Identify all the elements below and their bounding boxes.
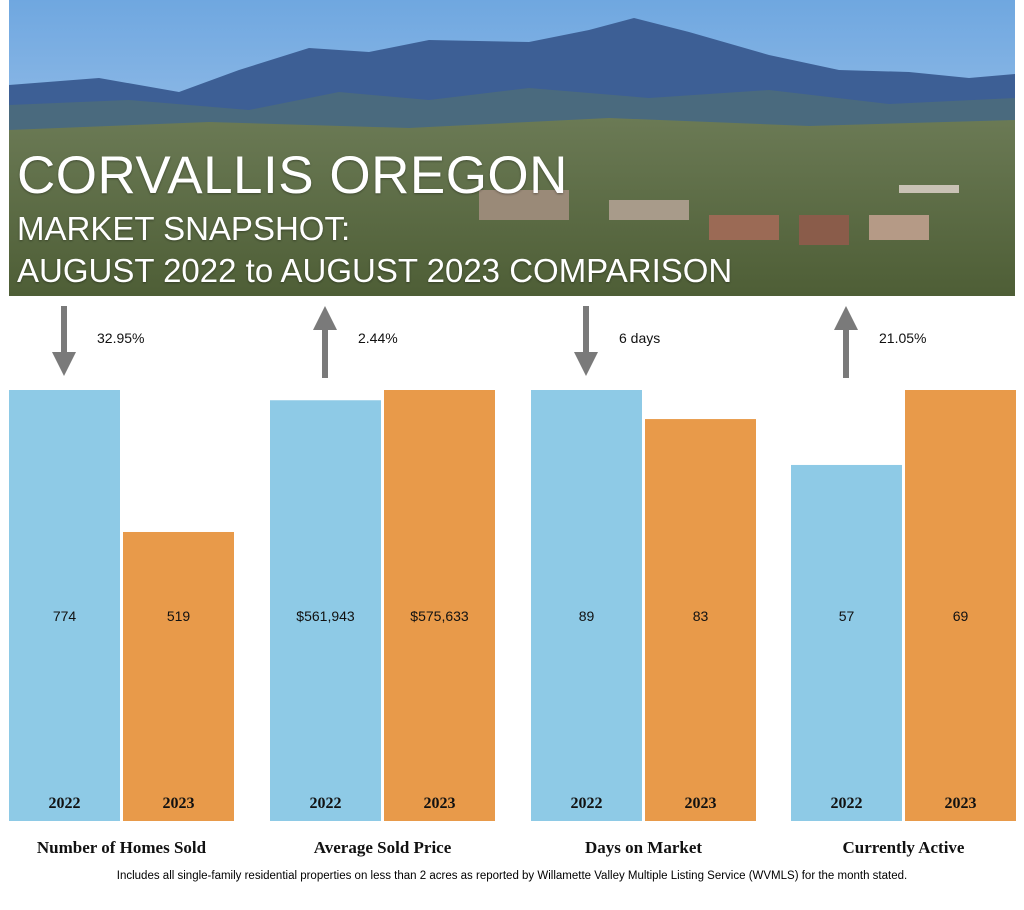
arrow-shaft: [61, 306, 67, 354]
bar-2-2023: [645, 419, 756, 821]
value-label: 57: [839, 608, 855, 624]
comparison-bar-chart: 774 2022 519 2023 Number of Homes Sold 32.95%…: [9, 306, 1016, 857]
value-label: 69: [953, 608, 969, 624]
arrow-up-icon: [313, 306, 337, 330]
value-label: 83: [693, 608, 709, 624]
arrow-shaft: [843, 328, 849, 378]
page-subtitle-line2: AUGUST 2022 to AUGUST 2023 COMPARISON: [17, 252, 733, 289]
category-label: Number of Homes Sold: [37, 838, 207, 857]
arrow-down-icon: [52, 352, 76, 376]
year-label: 2022: [831, 795, 863, 812]
category-label: Currently Active: [843, 838, 965, 857]
bar-2-2022: [531, 390, 642, 821]
value-label: 89: [579, 608, 595, 624]
change-label: 6 days: [619, 330, 660, 346]
bar-3-2022: [791, 464, 902, 821]
value-label: 519: [167, 608, 191, 624]
year-label: 2023: [945, 795, 977, 812]
bar-0-2023: [123, 531, 234, 821]
arrow-shaft: [583, 306, 589, 354]
bar-0-2022: [9, 390, 120, 821]
category-label: Average Sold Price: [314, 838, 452, 857]
change-label: 32.95%: [97, 330, 144, 346]
year-label: 2022: [310, 795, 342, 812]
change-label: 21.05%: [879, 330, 926, 346]
value-label: 774: [53, 608, 77, 624]
year-label: 2023: [424, 795, 456, 812]
footnote: Includes all single-family residential p…: [116, 870, 908, 882]
year-label: 2023: [163, 795, 195, 812]
hero-banner: CORVALLIS OREGON MARKET SNAPSHOT: AUGUST…: [9, 0, 1015, 296]
year-label: 2022: [49, 795, 81, 812]
bar-1-2023: [384, 390, 495, 821]
year-label: 2023: [685, 795, 717, 812]
bar-3-2023: [905, 390, 1016, 821]
page-subtitle-line1: MARKET SNAPSHOT:: [17, 210, 351, 247]
arrow-up-icon: [834, 306, 858, 330]
change-label: 2.44%: [358, 330, 398, 346]
category-label: Days on Market: [585, 838, 702, 857]
landscape-photo: [9, 0, 1015, 296]
arrow-down-icon: [574, 352, 598, 376]
bar-1-2022: [270, 400, 381, 821]
year-label: 2022: [571, 795, 603, 812]
value-label: $575,633: [410, 608, 469, 624]
page-title: CORVALLIS OREGON: [17, 146, 568, 205]
arrow-shaft: [322, 328, 328, 378]
value-label: $561,943: [296, 608, 355, 624]
